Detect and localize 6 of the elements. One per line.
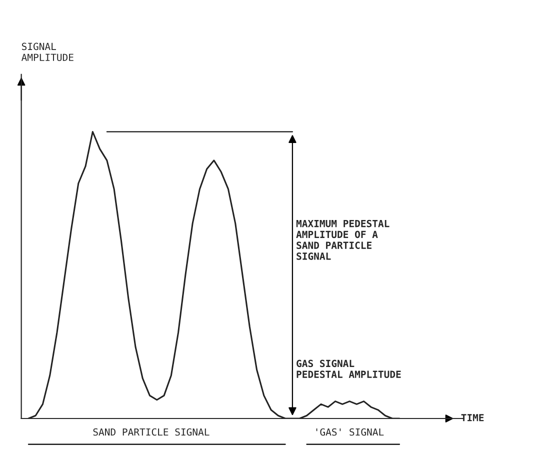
text: SIGNAL AMPLITUDE (21, 42, 74, 62)
annotation: MAXIMUM PEDESTAL AMPLITUDE OF A SAND PARTICLE SIGNAL (296, 220, 390, 260)
text: 'GAS' SIGNAL (316, 428, 384, 436)
text: SAND PARTICLE SIGNAL (93, 428, 210, 436)
annotation: GAS SIGNAL PEDESTAL AMPLITUDE (296, 360, 401, 378)
text: TIME (461, 414, 484, 422)
